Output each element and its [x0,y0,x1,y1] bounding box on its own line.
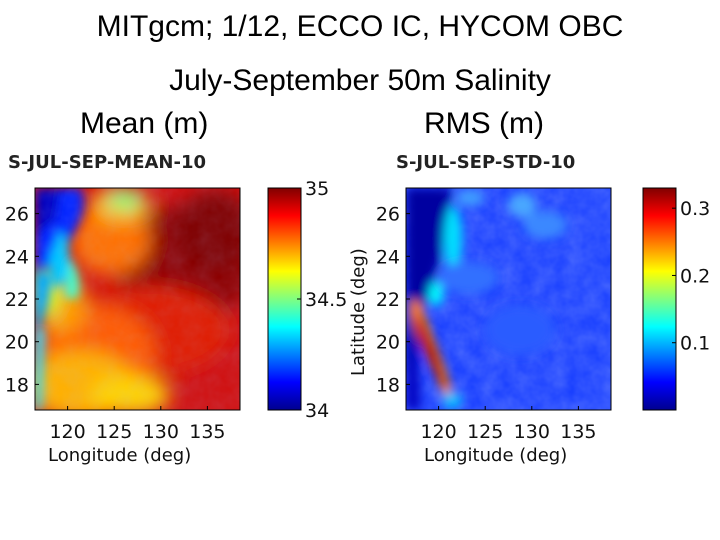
rms-column-header: RMS (m) [424,107,544,140]
y-tick-label: 24 [376,246,400,268]
y-tick-label: 18 [376,374,400,396]
mean-x-ticks: 120 125 130 135 [49,406,226,443]
mean-colorbar-ticks: 34 34.5 35 [297,178,347,422]
figure-title: MITgcm; 1/12, ECCO IC, HYCOM OBC [96,10,624,43]
mean-y-ticks: 18 20 22 24 26 [5,204,39,396]
x-tick-label: 135 [560,421,596,443]
rms-heatmap-field [406,188,611,410]
colorbar-tick-label: 34 [305,400,329,422]
colorbar-tick-label: 0.3 [680,198,710,220]
rms-panel: S-JUL-SEP-STD-10 18 20 22 24 26 120 125 130 135 [348,152,710,466]
mean-column-header: Mean (m) [80,107,209,140]
rms-x-ticks: 120 125 130 135 [420,406,597,443]
y-tick-label: 24 [5,246,29,268]
rms-y-axis-label: Latitude (deg) [348,248,369,376]
rms-x-axis-label: Longitude (deg) [424,445,567,466]
x-tick-label: 130 [143,421,179,443]
mean-x-axis-label: Longitude (deg) [48,445,191,466]
y-tick-label: 26 [5,204,29,226]
x-tick-label: 130 [514,421,550,443]
rms-colorbar [642,187,677,411]
y-tick-label: 22 [376,289,400,311]
mean-panel: S-JUL-SEP-MEAN-10 [5,152,348,466]
y-tick-label: 18 [5,374,29,396]
rms-colorbar-ticks: 0.1 0.2 0.3 [672,198,710,355]
x-tick-label: 135 [189,421,225,443]
mean-heatmap-field [35,188,240,410]
mean-colorbar [267,187,302,411]
y-tick-label: 26 [376,204,400,226]
mean-panel-title: S-JUL-SEP-MEAN-10 [8,152,206,173]
y-tick-label: 20 [376,332,400,354]
colorbar-tick-label: 0.1 [680,333,710,355]
rms-panel-title: S-JUL-SEP-STD-10 [396,152,575,173]
x-tick-label: 125 [467,421,503,443]
colorbar-tick-label: 0.2 [680,265,710,287]
x-tick-label: 120 [420,421,456,443]
rms-y-ticks: 18 20 22 24 26 [376,204,410,396]
figure-subtitle: July-September 50m Salinity [169,64,551,97]
x-tick-label: 120 [49,421,85,443]
colorbar-tick-label: 35 [305,178,329,200]
colorbar-tick-label: 34.5 [305,289,347,311]
y-tick-label: 22 [5,289,29,311]
y-tick-label: 20 [5,332,29,354]
x-tick-label: 125 [96,421,132,443]
